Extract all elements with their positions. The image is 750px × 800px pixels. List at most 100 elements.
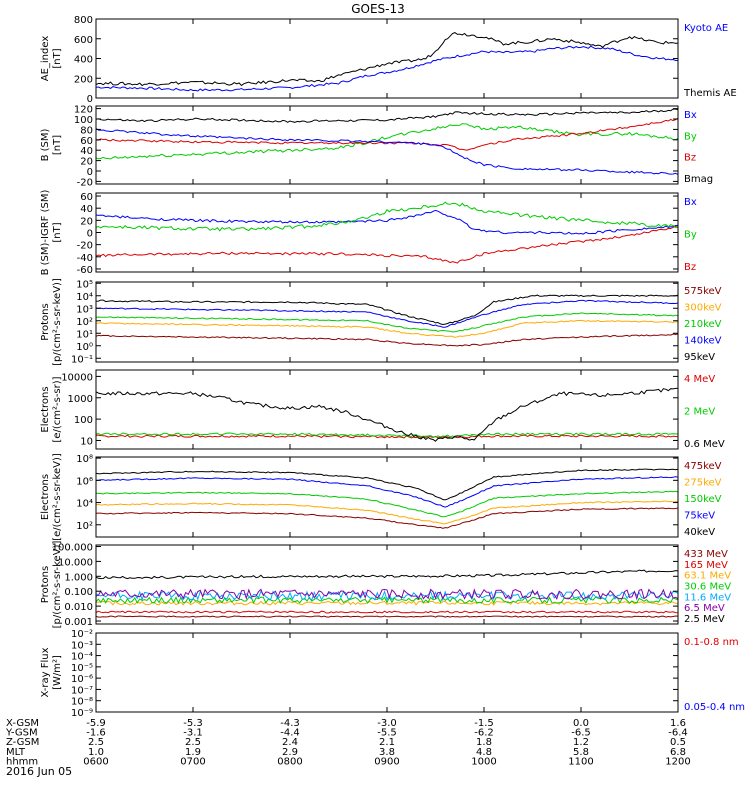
x-row-label: X-GSM — [6, 718, 39, 729]
y-axis-label: [nT] — [52, 135, 63, 155]
y-tick-label: 100 — [74, 415, 93, 426]
legend-label: 433 MeV — [684, 549, 728, 560]
x-row-value: -5.9 — [86, 718, 106, 729]
y-tick-label: -20 — [77, 177, 93, 188]
legend-label: Themis AE — [683, 88, 737, 99]
y-tick-label: 10⁻² — [71, 629, 93, 640]
legend-label: 63.1 MeV — [684, 571, 731, 582]
y-tick-label: 40 — [80, 146, 93, 157]
series-line-bx — [95, 209, 679, 235]
y-tick-label: 10⁻¹ — [71, 354, 93, 365]
x-row-value: -4.4 — [280, 728, 300, 739]
x-row-label: Z-GSM — [6, 737, 39, 748]
y-axis-label: [p/(cm²-s-sr-keV)] — [52, 541, 63, 629]
series-line-themis-ae — [95, 32, 679, 87]
y-tick-label: 10.000 — [58, 557, 93, 568]
legend-label: 0.6 MeV — [684, 439, 725, 450]
y-tick-label: 80 — [80, 125, 93, 136]
x-row-value: 1.6 — [670, 718, 686, 729]
series-line-bz — [95, 225, 679, 264]
y-tick-label: 10 — [80, 436, 93, 447]
series-line-bx — [95, 128, 679, 175]
legend-label: By — [684, 230, 697, 241]
y-tick-label: 10000 — [61, 372, 93, 383]
x-row-value: -5.3 — [183, 718, 203, 729]
y-tick-label: 0 — [87, 94, 93, 105]
panel-frame — [95, 281, 679, 363]
panel-frame — [95, 105, 679, 185]
panel-electrons_mev: 10 100 1000 10000 Electrons [e/(cm²-s-sr)] 4 M… — [40, 369, 725, 450]
series-line-by — [95, 201, 679, 232]
y-tick-label: 10⁻⁹ — [71, 708, 93, 719]
date-label: 2016 Jun 05 — [6, 765, 72, 778]
series-line-140kev — [95, 299, 679, 328]
x-row-value: 5.8 — [573, 747, 589, 758]
series-line-0-6-mev — [95, 387, 678, 442]
y-axis-label: [e/(cm²-s-sr-keV)] — [52, 453, 63, 541]
x-row-value: 0600 — [83, 756, 108, 767]
x-row-value: 6.8 — [670, 747, 686, 758]
legend-label: By — [684, 131, 697, 142]
x-row-value: 0.0 — [573, 718, 589, 729]
y-axis-label: Electrons — [40, 386, 51, 432]
y-tick-label: 1000 — [68, 394, 93, 405]
x-row-value: 4.8 — [476, 747, 492, 758]
panel-frame — [95, 632, 679, 713]
legend-label: 30.6 MeV — [684, 582, 731, 593]
y-tick-label: 0 — [87, 167, 93, 178]
x-row-value: 1000 — [471, 756, 496, 767]
legend-label: 300keV — [684, 303, 722, 314]
y-tick-label: 10⁴ — [76, 499, 93, 510]
series-line-575kev — [95, 333, 679, 347]
x-axis-info: X-GSM -5.9 -5.3 -4.3 -3.0 -1.5 0.0 1.6 Y-GSM -1.6… — [5, 718, 691, 767]
y-tick-label: 400 — [74, 55, 93, 66]
x-row-value: -3.1 — [183, 728, 203, 739]
legend-label: 95keV — [684, 352, 715, 363]
y-axis-label: [nT] — [52, 222, 63, 242]
series-line-40kev — [95, 468, 679, 501]
x-row-value: 0.5 — [670, 737, 686, 748]
y-tick-label: 0 — [87, 229, 93, 240]
y-tick-label: 10¹ — [76, 329, 93, 340]
y-tick-label: 20 — [80, 216, 93, 227]
legend-label: 2.5 MeV — [684, 614, 725, 625]
x-row-value: 0900 — [374, 756, 399, 767]
x-row-value: 1.9 — [185, 747, 201, 758]
x-row-value: 1100 — [568, 756, 593, 767]
legend-label: Bz — [684, 153, 696, 164]
x-row-value: 1200 — [665, 756, 690, 767]
y-axis-label: [nT] — [52, 48, 63, 68]
legend-label: 0.1-0.8 nm — [684, 637, 739, 648]
y-tick-label: 40 — [80, 204, 93, 215]
x-row-value: -6.2 — [474, 728, 494, 739]
y-tick-label: 20 — [80, 157, 93, 168]
series-line-63-1-mev — [95, 600, 679, 606]
y-tick-label: 10⁻⁸ — [71, 697, 93, 708]
panel-frame — [95, 456, 679, 538]
y-tick-label: 60 — [80, 192, 93, 203]
legend-label: Bmag — [684, 174, 713, 185]
x-row-value: 1.2 — [573, 737, 589, 748]
series-line-by — [95, 123, 679, 160]
panel-xray: 10⁻⁹10⁻⁸10⁻⁷10⁻⁶10⁻⁵10⁻⁴10⁻³10⁻² X-ray Fl… — [40, 629, 745, 719]
x-row-value: -6.5 — [571, 728, 591, 739]
x-row-label: Y-GSM — [5, 728, 38, 739]
y-tick-label: 10² — [76, 521, 93, 532]
y-tick-label: 600 — [74, 35, 93, 46]
y-tick-label: 100.000 — [52, 542, 93, 553]
y-axis-label: AE_index — [40, 36, 51, 82]
x-row-value: 2.5 — [185, 737, 201, 748]
series-line-210kev — [95, 312, 679, 333]
series-line-165-mev — [95, 610, 679, 614]
x-row-value: -1.6 — [86, 728, 106, 739]
legend-label: Kyoto AE — [684, 23, 728, 34]
y-axis-label: [p/(cm²-s-sr-keV)] — [52, 278, 63, 366]
x-row-value: -5.5 — [377, 728, 397, 739]
legend-label: 150keV — [684, 494, 722, 505]
y-tick-label: -60 — [77, 265, 93, 276]
y-tick-label: 0.010 — [64, 602, 93, 613]
x-row-value: -4.3 — [280, 718, 300, 729]
